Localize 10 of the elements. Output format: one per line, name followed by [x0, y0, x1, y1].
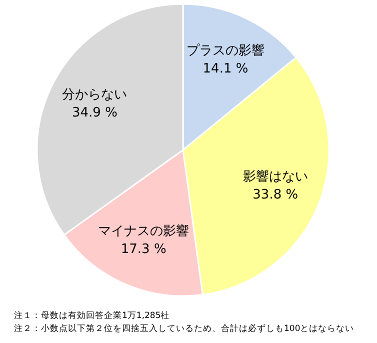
data-label: 17.3 % [120, 242, 166, 258]
data-label: 33.8 % [252, 187, 298, 202]
text: 注２：小数点以下第２位を四捨五入しているため、合計は必ずしも100とはならない [14, 323, 354, 334]
slice-label: プラスの影響 [186, 43, 265, 58]
slice-label: 分からない [62, 88, 128, 103]
slice-label: マイナスの影響 [98, 224, 190, 240]
data-label: 14.1 % [202, 61, 248, 76]
slice-label: 影響はない [242, 169, 308, 184]
data-label: 34.9 % [72, 106, 118, 121]
text: 注１：母数は有効回答企業1万1,285社 [14, 310, 170, 321]
